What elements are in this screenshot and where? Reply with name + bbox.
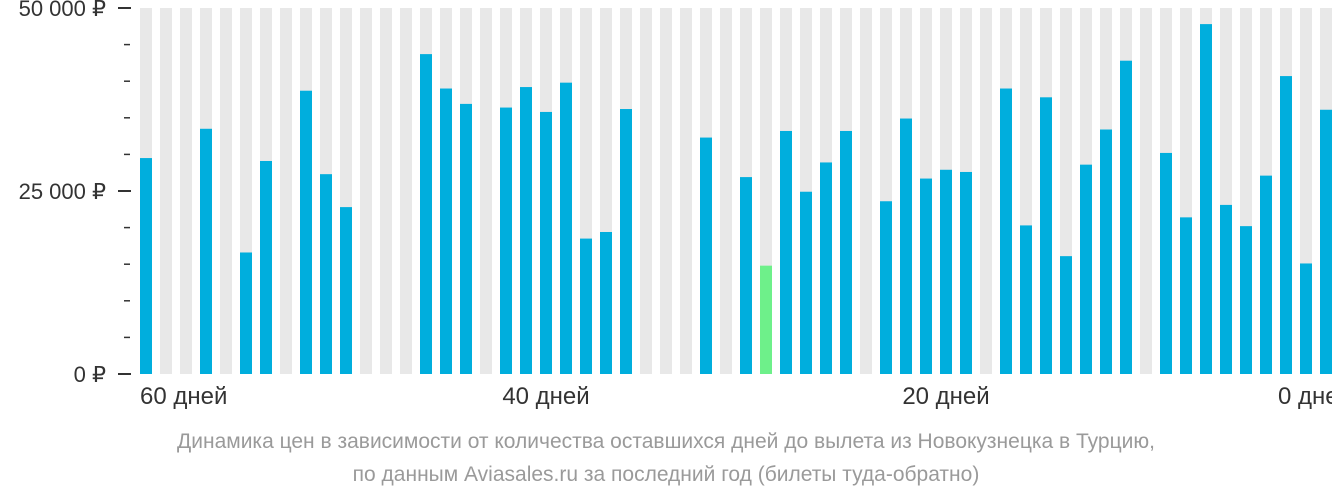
column-background <box>220 8 232 374</box>
price-bar[interactable] <box>960 171 972 374</box>
column-background <box>400 8 412 374</box>
price-bar[interactable] <box>700 137 712 374</box>
price-bar[interactable] <box>620 109 632 375</box>
price-bar[interactable] <box>520 87 532 374</box>
price-bar[interactable] <box>240 252 252 374</box>
price-dynamics-chart: 50 000 ₽ 25 000 ₽ 0 ₽ 60 дней 40 дней 20 дне… <box>19 0 1332 410</box>
column-background <box>180 8 192 374</box>
price-bar[interactable] <box>940 169 952 374</box>
column-background <box>720 8 732 374</box>
price-bar[interactable] <box>1320 109 1332 375</box>
price-bar[interactable] <box>540 111 552 374</box>
column-background <box>640 8 652 374</box>
column-backgrounds <box>140 8 1332 374</box>
price-bar[interactable] <box>1200 24 1212 374</box>
price-bar[interactable] <box>500 107 512 374</box>
price-bar[interactable] <box>1080 164 1092 374</box>
price-bar[interactable] <box>320 174 332 374</box>
x-axis: 60 дней 40 дней 20 дней 0 дней <box>140 383 1332 410</box>
price-bar[interactable] <box>300 90 312 374</box>
price-bar[interactable] <box>840 130 852 374</box>
price-bar[interactable] <box>800 191 812 374</box>
price-bar[interactable] <box>1240 226 1252 374</box>
column-background <box>680 8 692 374</box>
price-bar[interactable] <box>880 201 892 374</box>
price-bar[interactable] <box>560 82 572 374</box>
price-bar[interactable] <box>580 238 592 374</box>
price-bar[interactable] <box>1120 60 1132 374</box>
price-bar[interactable] <box>900 118 912 374</box>
price-bar[interactable] <box>820 162 832 374</box>
y-axis: 50 000 ₽ 25 000 ₽ 0 ₽ <box>19 0 131 387</box>
y-tick-label: 25 000 ₽ <box>19 179 106 204</box>
price-bar[interactable] <box>200 128 212 374</box>
price-bar[interactable] <box>1260 175 1272 374</box>
column-background <box>660 8 672 374</box>
price-bars <box>140 24 1332 375</box>
column-background <box>480 8 492 374</box>
price-bar[interactable] <box>1300 263 1312 374</box>
price-bar[interactable] <box>1180 217 1192 374</box>
price-bar[interactable] <box>740 177 752 374</box>
price-bar[interactable] <box>1280 76 1292 375</box>
price-bar[interactable] <box>260 160 272 374</box>
price-bar[interactable] <box>1000 88 1012 375</box>
column-background <box>980 8 992 374</box>
price-bar[interactable] <box>460 103 472 374</box>
price-bar[interactable] <box>600 231 612 374</box>
column-background <box>280 8 292 374</box>
price-bar[interactable] <box>340 207 352 374</box>
chart-caption-line-2: по данным Aviasales.ru за последний год … <box>352 463 980 486</box>
price-bar[interactable] <box>1220 204 1232 374</box>
y-tick-label: 50 000 ₽ <box>19 0 106 21</box>
y-tick-label: 0 ₽ <box>74 362 106 387</box>
chart-caption-line-1: Динамика цен в зависимости от количества… <box>177 430 1155 453</box>
column-background <box>160 8 172 374</box>
column-background <box>1140 8 1152 374</box>
price-bar[interactable] <box>1060 256 1072 374</box>
price-bar[interactable] <box>140 158 152 374</box>
x-tick-label: 0 дней <box>1278 383 1332 410</box>
x-tick-label: 60 дней <box>140 383 227 410</box>
price-bar[interactable] <box>1100 129 1112 374</box>
price-bar[interactable] <box>1020 225 1032 374</box>
column-background <box>380 8 392 374</box>
price-bar[interactable] <box>440 88 452 375</box>
x-tick-label: 40 дней <box>502 383 589 410</box>
column-background <box>360 8 372 374</box>
column-background <box>860 8 872 374</box>
price-bar[interactable] <box>1160 152 1172 374</box>
x-tick-label: 20 дней <box>902 383 989 410</box>
price-bar-highlighted[interactable] <box>760 265 772 374</box>
price-bar[interactable] <box>920 178 932 374</box>
price-bar[interactable] <box>1040 97 1052 374</box>
price-bar[interactable] <box>420 54 432 375</box>
price-bar[interactable] <box>780 130 792 374</box>
